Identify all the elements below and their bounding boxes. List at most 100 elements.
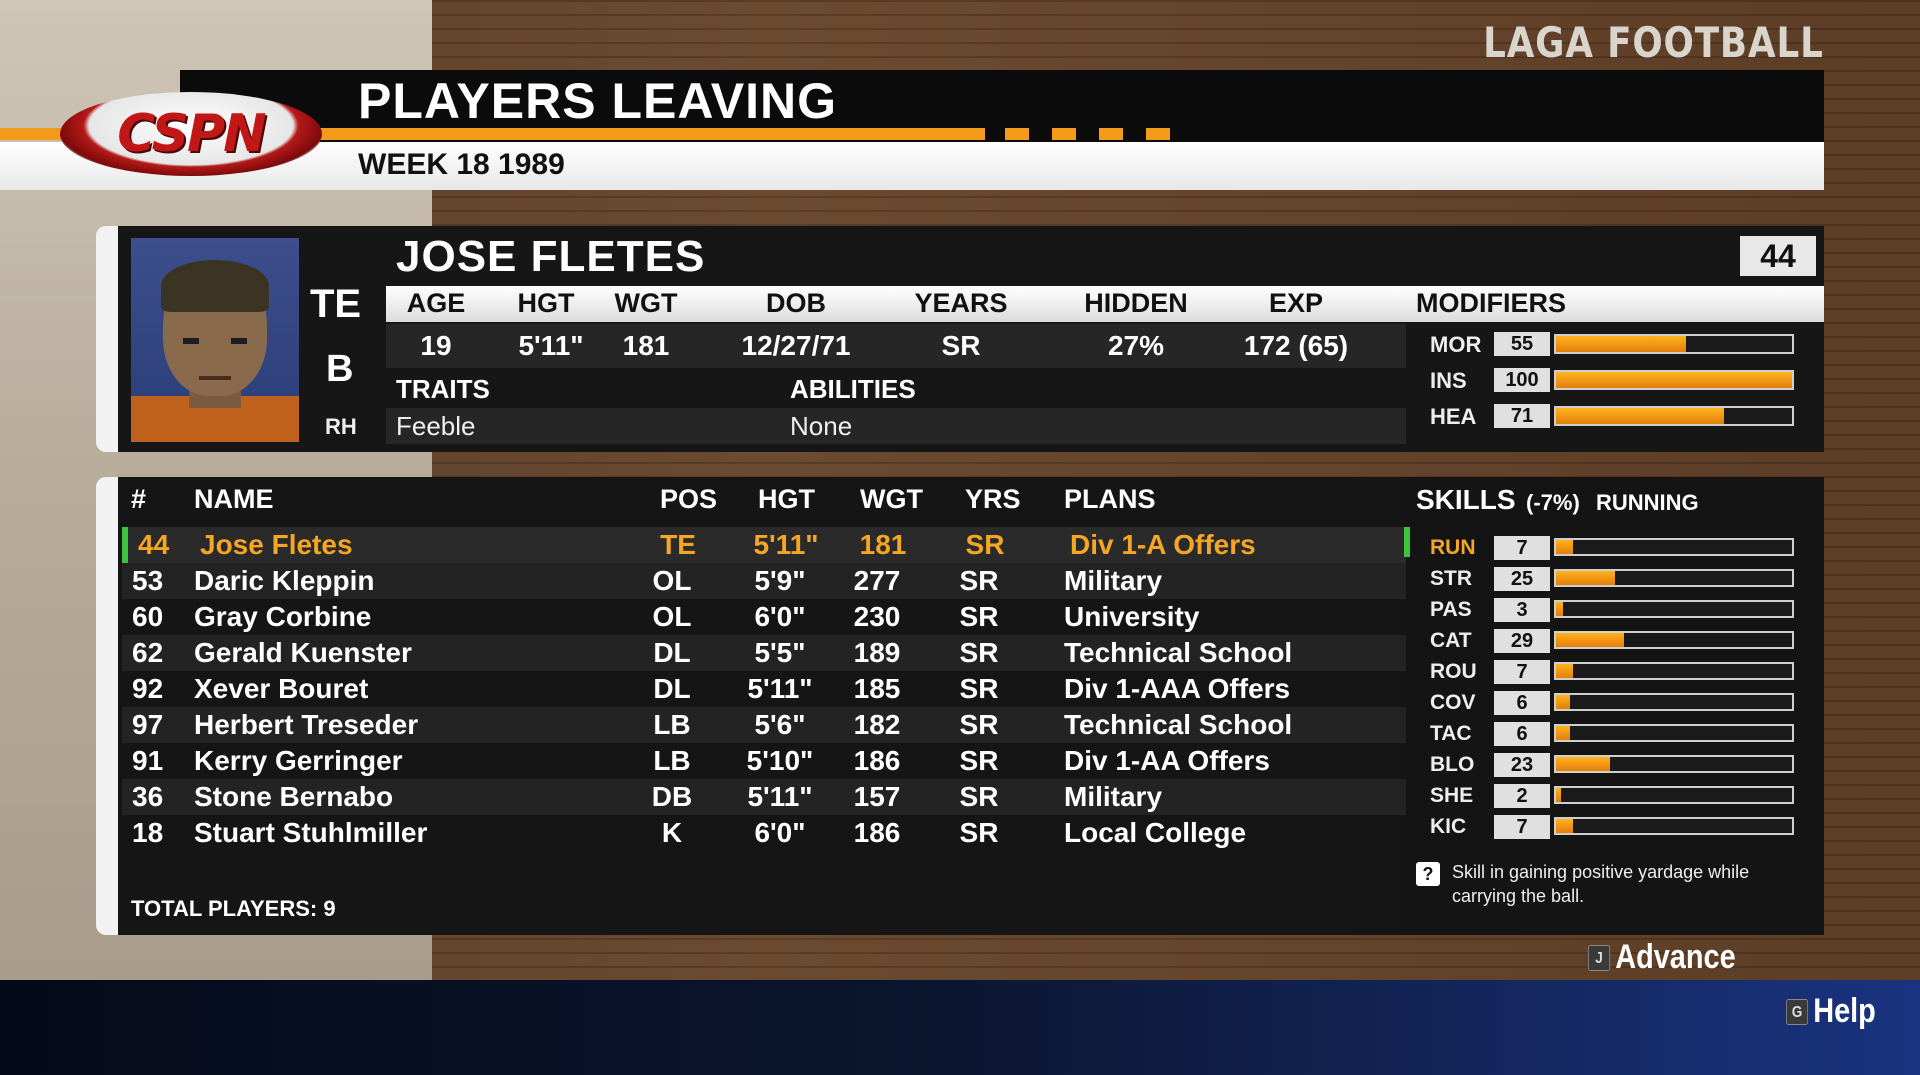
skill-bar [1554,600,1794,618]
header-accent-dash [1146,128,1170,140]
row-position: LB [653,709,691,740]
cspn-logo: CSPN [60,92,322,176]
row-years: SR [959,565,999,596]
row-position: K [661,817,683,848]
skill-bar-fill [1556,664,1573,678]
skill-value: 3 [1494,598,1550,622]
logo-text: CSPN [117,104,266,164]
skill-label: SHE [1430,784,1474,807]
modifier-bar [1554,334,1794,354]
row-years: SR [959,673,999,704]
modifier-label: INS [1430,368,1467,393]
traits-label: TRAITS [396,374,490,404]
info-value-age: 19 [420,330,452,361]
skill-help-text: Skill in gaining positive yardage while … [1452,862,1750,906]
row-height: 5'9" [754,565,806,596]
player-position: TE [310,282,362,326]
modifiers-label: MODIFIERS [1416,288,1567,318]
table-row[interactable]: 97 Herbert Treseder LB 5'6" 182 SR Technical S… [122,707,1406,743]
skill-label: CAT [1430,629,1472,652]
skill-bar [1554,693,1794,711]
help-label: Help [1813,992,1876,1030]
info-value-exp: 172 (65) [1243,330,1349,361]
jersey-number: 44 [1740,236,1816,276]
abilities-value: None [790,411,853,441]
col-header-wgt: WGT [860,484,923,514]
skill-bar-fill [1556,602,1564,616]
row-weight: 230 [853,601,901,632]
row-name: Kerry Gerringer [194,745,403,776]
table-row[interactable]: 18 Stuart Stuhlmiller K 6'0" 186 SR Local Coll… [122,815,1406,851]
info-value-hgt: 5'11" [518,330,584,361]
row-weight: 189 [853,637,901,668]
row-number: 18 [132,817,164,848]
advance-label: Advance [1615,938,1736,976]
modifier-label: MOR [1430,332,1482,357]
traits-values-row: Feeble None [386,408,1406,444]
info-label-wgt: WGT [614,288,678,318]
modifier-bar-fill [1556,336,1686,352]
skill-value: 7 [1494,815,1550,839]
row-plans: Div 1-AAA Offers [1064,673,1291,704]
skill-label: RUN [1430,536,1476,559]
row-position: TE [660,529,696,560]
player-portrait [131,238,299,442]
skill-bar-fill [1556,571,1615,585]
row-weight: 186 [853,817,901,848]
row-position: OL [652,565,692,596]
skills-category: RUNNING [1596,490,1699,515]
row-position: LB [653,745,691,776]
table-row[interactable]: 91 Kerry Gerringer LB 5'10" 186 SR Div 1-AA Of… [122,743,1406,779]
row-number: 53 [132,565,164,596]
table-row[interactable]: 60 Gray Corbine OL 6'0" 230 SR University [122,599,1406,635]
row-number: 91 [132,745,164,776]
skill-bar [1554,817,1794,835]
modifier-bar [1554,370,1794,390]
skill-bar [1554,631,1794,649]
skill-label: ROU [1430,660,1477,683]
row-plans: Military [1064,781,1163,812]
row-number: 36 [132,781,164,812]
table-row[interactable]: 62 Gerald Kuenster DL 5'5" 189 SR Technical Sc… [122,635,1406,671]
row-height: 5'5" [754,637,806,668]
modifier-bar [1554,406,1794,426]
help-button[interactable]: G Help [1786,992,1876,1031]
skill-label: COV [1430,691,1476,714]
help-key-icon: G [1786,998,1809,1025]
player-hand: RH [325,414,357,439]
table-row[interactable]: 53 Daric Kleppin OL 5'9" 277 SR Military [122,563,1406,599]
row-plans: Local College [1064,817,1247,848]
row-number: 97 [132,709,164,740]
info-value-wgt: 181 [622,330,670,361]
modifier-value: 55 [1494,332,1550,356]
skill-bar [1554,662,1794,680]
traits-value: Feeble [396,411,476,441]
table-row[interactable]: 44 Jose Fletes TE 5'11" 181 SR Div 1-A Offers [122,527,1406,563]
row-height: 5'10" [746,745,814,776]
table-row[interactable]: 92 Xever Bouret DL 5'11" 185 SR Div 1-AAA Offe… [122,671,1406,707]
row-number: 44 [138,529,170,560]
skill-value: 2 [1494,784,1550,808]
skill-bar [1554,786,1794,804]
week-label: WEEK 18 1989 [358,148,565,181]
row-number: 62 [132,637,164,668]
skill-help: ? Skill in gaining positive yardage whil… [1416,860,1796,908]
row-years: SR [959,745,999,776]
advance-button[interactable]: J Advance [1588,938,1736,977]
row-weight: 182 [853,709,901,740]
modifier-value: 100 [1494,368,1550,392]
info-value-years: SR [941,330,981,361]
row-height: 5'6" [754,709,806,740]
skill-bar-fill [1556,726,1571,740]
row-weight: 186 [853,745,901,776]
row-name: Jose Fletes [200,529,353,560]
row-years: SR [959,817,999,848]
table-row[interactable]: 36 Stone Bernabo DB 5'11" 157 SR Military [122,779,1406,815]
portrait-mouth [199,376,231,380]
info-value-hidden: 27% [1107,330,1165,361]
col-header-name: NAME [194,484,274,514]
traits-header-row: TRAITS ABILITIES [386,372,1406,408]
skill-bar [1554,538,1794,556]
row-plans: Technical School [1064,637,1293,668]
portrait-eye [231,338,247,344]
